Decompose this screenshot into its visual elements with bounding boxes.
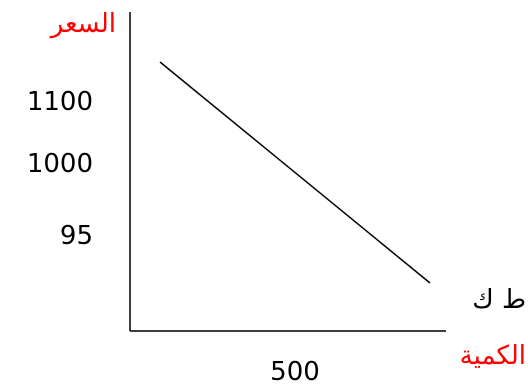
demand-line bbox=[159, 61, 431, 284]
series-label: ط ك bbox=[472, 285, 526, 315]
y-tick-label: 95 bbox=[60, 221, 93, 251]
y-tick-label: 1100 bbox=[27, 87, 93, 117]
y-axis-label: السعر bbox=[49, 9, 116, 39]
y-tick-label: 1000 bbox=[27, 149, 93, 179]
x-tick-label: 500 bbox=[270, 357, 320, 387]
x-axis-label: الكمية bbox=[460, 341, 526, 371]
